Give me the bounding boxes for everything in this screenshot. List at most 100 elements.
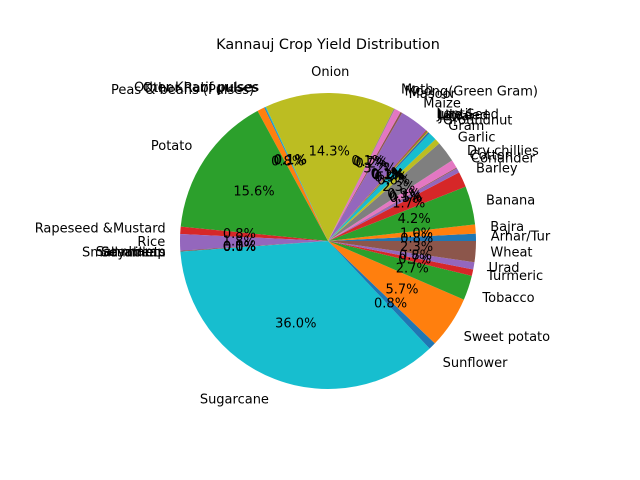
pct-cotton: 0.1% [389,190,422,205]
slice-onion [265,93,394,242]
slice-tobacco [328,241,472,300]
label-sugarcane: Sugarcane [200,392,269,407]
pct-soyabean: 0.0% [223,240,256,255]
label-soyabean: Soyabean [101,245,165,260]
label-peas-beans-pulses: Peas & beans (Pulses) [111,83,254,98]
pct-moong-green-gram: 0.7% [353,155,386,170]
label-other-rabi-pulses: Other Rabi pulses [143,81,259,96]
slice-linseed [328,131,429,241]
slice-gram [328,139,440,241]
slice-sweet-potato [328,241,464,344]
pct-maize: 3.2% [363,161,396,176]
slice-bajra [328,224,476,241]
pct-sesamum: 0.0% [223,240,256,255]
slice-rice [179,234,328,251]
label-turmeric: Turmeric [486,269,543,284]
pct-potato: 15.6% [233,184,274,199]
slice-barley [328,172,466,241]
label-groundnut: Groundnut [443,113,512,128]
pie-slices [179,93,476,390]
pct-banana: 4.2% [398,212,431,227]
slice-urad [328,241,475,270]
label-sweet-potato: Sweet potato [464,330,550,345]
label-sunflower: Sunflower [443,356,509,371]
pct-linseed: 0.1% [371,168,404,183]
label-dry-chillies: Dry chillies [467,144,539,159]
label-maize: Maize [423,96,461,111]
slice-groundnut [328,133,436,241]
pct-lentil: 0.1% [371,167,404,182]
label-cotton: Cotton [470,149,513,164]
slice-other-rabi-pulses [264,107,328,241]
label-moth: Moth [401,83,434,98]
label-garlic: Garlic [458,130,496,145]
slice-cotton [328,167,457,241]
pct-other-rabi-pulses: 0.1% [273,153,306,168]
pct-dry-chillies: 0.9% [387,187,420,202]
label-potato: Potato [151,139,192,154]
pct-garlic: 2.3% [382,180,415,195]
label-masoor: Masoor [409,87,457,102]
slice-wheat [328,241,476,263]
label-onion: Onion [311,65,349,80]
pct-peas-beans-pulses: 0.8% [271,154,304,169]
pct-coriander: 0.5% [389,191,422,206]
pct-sunflower: 0.8% [374,297,407,312]
pct-urad: 0.8% [399,248,432,263]
label-banana: Banana [486,194,535,209]
pct-onion: 14.3% [309,145,350,160]
slice-sunflower [328,241,435,349]
pct-rapeseed-mustard: 0.8% [223,227,256,242]
pct-jowar: 0.2% [372,169,405,184]
pct-moth: 0.1% [351,154,384,169]
pct-turmeric: 0.7% [398,253,431,268]
slice-moth [328,108,395,242]
label-bajra: Bajra [490,220,524,235]
slice-garlic [328,143,453,241]
pct-sugarcane: 36.0% [275,316,316,331]
slice-moong-green-gram [328,108,401,242]
label-arhar-tur: Arhar/Tur [491,229,551,244]
pct-gram: 0.6% [377,174,410,189]
label-barley: Barley [476,161,518,176]
slice-masoor [328,111,403,242]
pct-wheat: 2.3% [400,240,433,255]
label-lentil: Lentil [436,107,472,122]
slice-peas-beans-pulses [257,107,328,241]
slice-banana [328,186,476,241]
slice-maize [328,112,427,241]
label-jowar: Jowar [438,109,475,124]
pct-groundnut: 0.9% [374,171,407,186]
label-linseed: Linseed [438,108,488,123]
label-other-kharif-pulses: Other Kharif pulses [134,81,259,96]
slice-lentil [328,130,427,241]
label-moong-green-gram: Moong(Green Gram) [405,85,538,100]
pct-barley: 1.7% [392,197,425,212]
pct-masoor: 0.2% [355,156,388,171]
label-rice: Rice [137,235,165,250]
label-sesamum: Sesamum [101,245,166,260]
slice-turmeric [328,241,474,276]
pct-small-millets: 0.0% [223,240,256,255]
label-gram: Gram [448,119,484,134]
label-small-millets: Small millets [82,245,166,260]
pct-tobacco: 2.7% [396,262,429,277]
label-sannhamp: Sannhamp [96,245,166,260]
label-wheat: Wheat [490,245,532,260]
pie-percent-labels: 0.8%1.0%4.2%1.7%0.5%0.1%0.9%2.3%0.6%0.9%… [223,145,434,332]
pct-sweet-potato: 5.7% [385,283,418,298]
pct-sannhamp: 0.1% [223,240,256,255]
label-rapeseed-mustard: Rapeseed &Mustard [35,222,166,237]
slice-potato [180,110,328,242]
slice-jute-seed [328,130,428,241]
slice-sugarcane [180,241,430,390]
label-urad: Urad [488,261,519,276]
slice-dry-chillies [328,160,457,241]
pct-rice: 1.8% [223,234,256,249]
slice-jowar [328,132,430,241]
label-jute-seed: Jute Seed [436,108,499,123]
pct-other-kharif-pulses: 0.1% [274,153,307,168]
slice-other-kharif-pulses [264,106,328,242]
chart-title: Kannauj Crop Yield Distribution [216,37,440,53]
